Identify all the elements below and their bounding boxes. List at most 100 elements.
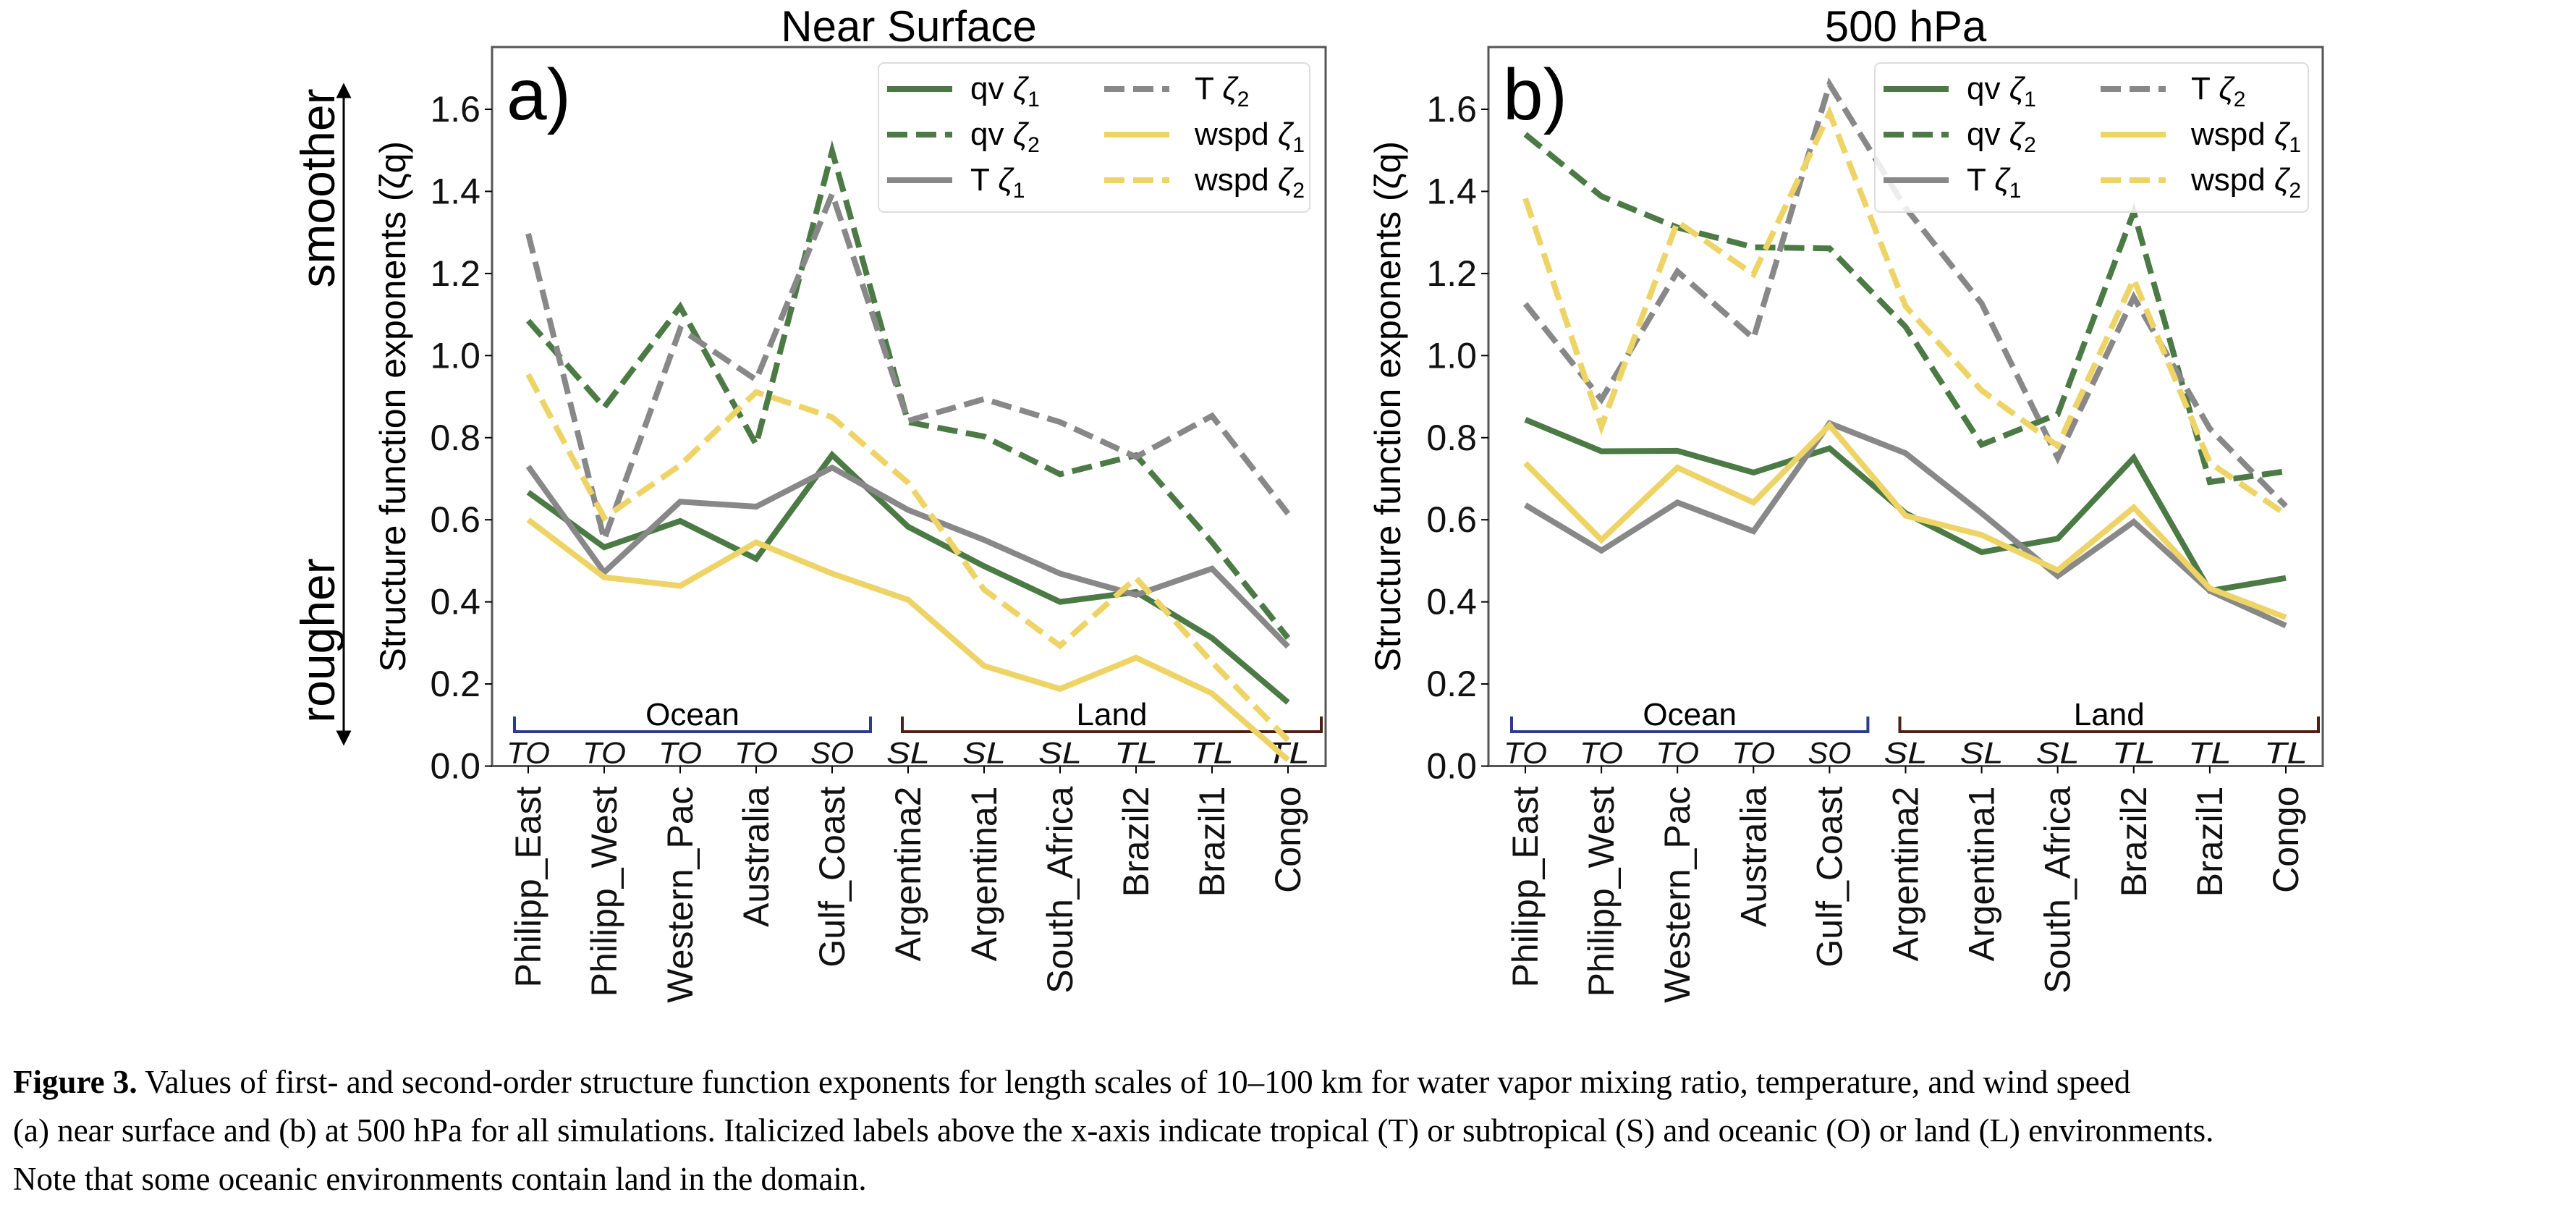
- rougher-label: rougher: [291, 558, 344, 723]
- environment-label: TL: [2264, 736, 2308, 770]
- group-label: Land: [2074, 697, 2145, 732]
- series-line-wspd-ζ2: [525, 373, 1290, 743]
- legend-entry: qv ζ1: [1967, 71, 2036, 111]
- environment-label: TL: [2112, 736, 2156, 770]
- legend-entry: T ζ1: [970, 162, 1025, 203]
- y-tick-label: 1.6: [430, 89, 480, 130]
- environment-label: TO: [734, 736, 778, 770]
- x-tick-label: Brazil2: [2114, 787, 2154, 897]
- environment-label: TO: [1504, 736, 1547, 770]
- x-tick-label: Philipp_East: [508, 786, 548, 987]
- legend-entry: qv ζ2: [1967, 117, 2036, 157]
- x-tick-label: South_Africa: [2038, 786, 2078, 993]
- smoother-label: smoother: [291, 88, 344, 287]
- y-tick-label: 0.4: [1426, 582, 1477, 622]
- x-tick-label: Congo: [2266, 787, 2306, 893]
- y-axis-label: Structure function exponents (ζq): [373, 141, 413, 672]
- x-tick-label: Gulf_Coast: [812, 786, 852, 967]
- caption-line-3: Note that some oceanic environments cont…: [13, 1161, 867, 1197]
- caption-line-1: Figure 3. Values of first- and second-or…: [13, 1058, 2567, 1107]
- caption-text-1: Values of first- and second-order struct…: [137, 1064, 2131, 1100]
- legend-box: [878, 62, 1310, 213]
- smoothness-arrow: smoother rougher: [291, 83, 352, 746]
- y-tick-label: 0.8: [430, 418, 480, 458]
- panel-500hpa: 500 hPa b) 0.0 0.2 0.4 0.6 0.8 1.0 1.2 1.4 1.6 Stru…: [1368, 2, 2324, 1003]
- x-tick-label: Brazil1: [1192, 787, 1232, 897]
- legend-entry: wspd ζ1: [1194, 117, 1305, 157]
- group-label: Ocean: [645, 697, 740, 732]
- y-tick-label: 0.2: [430, 664, 480, 704]
- y-tick-label: 1.2: [430, 253, 480, 294]
- x-tick-label: Western_Pac: [1657, 787, 1698, 1003]
- x-tick-label: Western_Pac: [660, 787, 700, 1003]
- y-tick-label: 0.0: [1426, 746, 1477, 787]
- environment-label: SL: [1884, 736, 1928, 770]
- x-tick-label: Philipp_West: [1581, 786, 1622, 997]
- y-axis-label: Structure function exponents (ζq): [1368, 141, 1408, 672]
- y-tick-label: 0.8: [1426, 418, 1477, 458]
- x-tick-label: Argentina2: [888, 787, 928, 962]
- legend-entry: wspd ζ1: [2190, 117, 2301, 157]
- environment-label: TO: [1656, 736, 1699, 770]
- y-tick-label: 0.2: [1426, 664, 1477, 704]
- group-bracket: [1898, 716, 2320, 733]
- figure-caption: Figure 3. Values of first- and second-or…: [13, 1058, 2567, 1204]
- group-label: Ocean: [1643, 697, 1737, 732]
- legend-entry: T ζ1: [1967, 162, 2021, 203]
- group-bracket: [901, 716, 1323, 733]
- panel-near-surface: Near Surface a) 0.0 0.2 0.4 0.6 0.8 1.0 1.2 1.4 1.…: [373, 2, 1327, 1003]
- series-line-wspd-ζ1: [526, 517, 1290, 763]
- y-tick-label: 1.2: [1426, 253, 1477, 294]
- environment-label: TO: [1580, 736, 1623, 770]
- y-tick-label: 1.4: [430, 171, 480, 211]
- y-tick-label: 0.6: [430, 499, 480, 540]
- environment-label: TO: [1732, 736, 1775, 770]
- y-tick-label: 1.4: [1426, 171, 1477, 211]
- y-tick-label: 0.0: [430, 746, 480, 787]
- environment-label: TL: [1190, 736, 1234, 770]
- environment-label: TL: [1114, 736, 1158, 770]
- x-tick-label: Argentina2: [1886, 787, 1926, 962]
- panel-label: a): [507, 54, 571, 135]
- y-tick-label: 0.6: [1426, 499, 1477, 540]
- x-tick-label: Gulf_Coast: [1809, 786, 1850, 967]
- caption-figure-label: Figure 3.: [13, 1064, 137, 1100]
- environment-label: SL: [2036, 736, 2080, 770]
- x-tick-label: Australia: [1733, 786, 1774, 927]
- y-tick-label: 0.4: [430, 582, 480, 622]
- x-tick-label: South_Africa: [1040, 786, 1080, 993]
- legend-entry: wspd ζ2: [2190, 162, 2301, 203]
- environment-label: SL: [1038, 736, 1082, 770]
- environment-label: TO: [658, 736, 702, 770]
- caption-line-2: (a) near surface and (b) at 500 hPa for …: [13, 1112, 2214, 1149]
- chart-title: Near Surface: [781, 2, 1037, 51]
- environment-label: SO: [810, 736, 854, 770]
- environment-label: TO: [582, 736, 626, 770]
- y-tick-label: 1.6: [1426, 89, 1477, 130]
- x-tick-label: Argentina1: [1962, 787, 2002, 962]
- legend-entry: wspd ζ2: [1194, 162, 1305, 203]
- x-tick-label: Philipp_East: [1505, 786, 1546, 987]
- environment-label: TL: [2188, 736, 2232, 770]
- series-line-T-ζ2: [525, 185, 1291, 550]
- x-tick-label: Australia: [736, 786, 776, 927]
- legend-entry: qv ζ1: [970, 71, 1040, 111]
- chart-title: 500 hPa: [1825, 2, 1987, 51]
- environment-label: TO: [507, 736, 550, 770]
- legend-entry: T ζ2: [1195, 71, 1249, 111]
- y-tick-label: 1.0: [1426, 335, 1477, 376]
- environment-label: SL: [886, 736, 930, 770]
- series-line-qv-ζ2: [525, 140, 1291, 641]
- environment-label: SO: [1808, 736, 1851, 770]
- legend: qv ζ1 qv ζ2 T ζ1 T ζ2 wspd ζ1 wspd ζ2: [878, 62, 1310, 213]
- panel-label: b): [1503, 54, 1567, 135]
- y-tick-label: 1.0: [430, 335, 480, 376]
- x-tick-label: Philipp_West: [584, 786, 624, 997]
- x-tick-label: Brazil1: [2190, 787, 2230, 897]
- legend-box: [1874, 62, 2309, 213]
- x-tick-label: Brazil2: [1116, 787, 1156, 897]
- x-tick-label: Congo: [1268, 787, 1308, 893]
- legend-entry: T ζ2: [2191, 71, 2245, 111]
- group-label: Land: [1077, 697, 1148, 732]
